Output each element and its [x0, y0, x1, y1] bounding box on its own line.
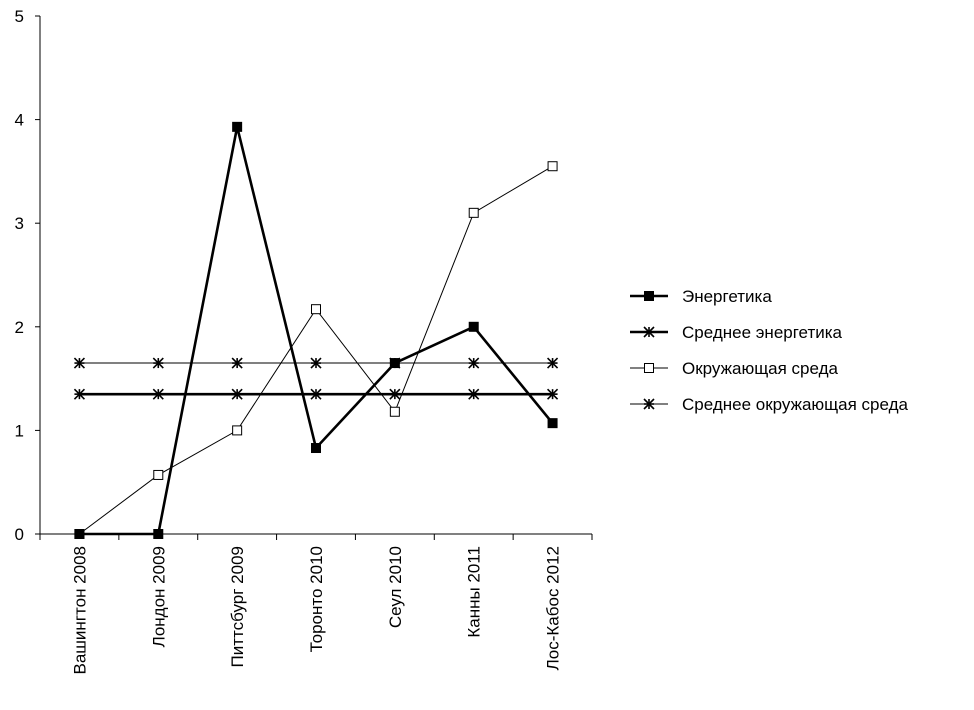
y-tick-label: 2	[15, 318, 24, 337]
data-point	[547, 357, 559, 369]
series-3	[74, 161, 558, 539]
data-point	[231, 388, 243, 400]
x-tick-label: Вашингтон 2008	[70, 546, 89, 675]
data-point	[547, 418, 558, 429]
data-point	[389, 406, 400, 417]
legend: Энергетика Среднее энергетика Окружающая с…	[630, 287, 909, 414]
series-2	[73, 388, 559, 400]
data-point	[232, 425, 243, 436]
data-point	[152, 357, 164, 369]
data-point	[311, 304, 321, 315]
data-point	[547, 388, 559, 400]
legend-label: Окружающая среда	[682, 359, 839, 378]
series-4	[73, 357, 559, 369]
data-point	[547, 161, 558, 172]
series-line	[79, 126, 554, 536]
y-tick-label: 5	[15, 7, 24, 26]
legend-label: Энергетика	[682, 287, 772, 306]
legend-item: Энергетика	[630, 287, 772, 306]
data-point	[152, 388, 164, 400]
legend-marker	[643, 398, 655, 410]
data-point	[153, 469, 164, 480]
legend-label: Среднее окружающая среда	[682, 395, 909, 414]
data-point	[468, 321, 479, 332]
legend-marker	[644, 363, 654, 373]
legend-marker	[643, 326, 655, 338]
y-tick-label: 4	[15, 111, 24, 130]
y-tick-label: 1	[15, 421, 24, 440]
data-point	[311, 443, 321, 454]
legend-label: Среднее энергетика	[682, 323, 843, 342]
y-tick-label: 0	[15, 525, 24, 544]
data-point	[73, 388, 85, 400]
x-tick-label: Питтсбург 2009	[228, 546, 247, 667]
legend-item: Окружающая среда	[630, 359, 839, 378]
x-tick-label: Лос-Кабос 2012	[544, 546, 563, 670]
series-1	[74, 121, 558, 539]
data-point	[73, 357, 85, 369]
plot-area	[73, 121, 559, 539]
x-tick-label: Сеул 2010	[386, 546, 405, 628]
data-point	[310, 357, 322, 369]
data-point	[468, 388, 480, 400]
data-point	[468, 207, 479, 218]
data-point	[74, 529, 85, 539]
series-line	[79, 165, 553, 535]
data-point	[153, 529, 164, 539]
data-point	[231, 357, 243, 369]
x-tick-labels: Вашингтон 2008 Лондон 2009 Питтсбург 2009 Т…	[39, 534, 593, 675]
y-tick-label: 3	[15, 214, 24, 233]
data-point	[389, 358, 400, 369]
data-point	[310, 388, 322, 400]
legend-item: Среднее окружающая среда	[630, 395, 909, 414]
data-point	[232, 121, 243, 132]
legend-item: Среднее энергетика	[630, 323, 843, 342]
x-tick-label: Торонто 2010	[307, 546, 326, 652]
legend-marker	[644, 291, 654, 301]
data-point	[389, 388, 401, 400]
x-tick-label: Канны 2011	[465, 546, 484, 638]
data-point	[468, 357, 480, 369]
axes	[39, 16, 592, 535]
y-tick-labels: 0 1 2 3 4 5	[15, 7, 40, 544]
x-tick-label: Лондон 2009	[149, 546, 168, 647]
